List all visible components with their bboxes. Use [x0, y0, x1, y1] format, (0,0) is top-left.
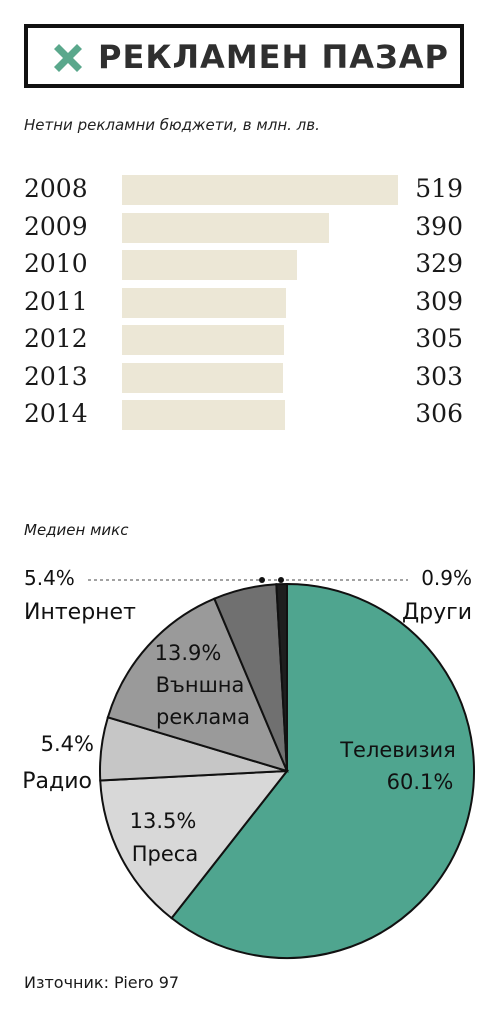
bar-value-label: 329: [415, 249, 463, 278]
pie-slice: [170, 582, 475, 959]
bar-category-label: 2013: [24, 361, 88, 391]
bar: [122, 250, 297, 280]
bar: [122, 325, 285, 355]
slice-value-label: 5.4%: [24, 566, 75, 590]
bar-row: 2013 303: [0, 359, 497, 395]
slice-name-label: Други: [402, 600, 472, 625]
bar: [122, 400, 285, 430]
slice-value-label: 5.4%: [41, 732, 94, 756]
bar-row: 2009 390: [0, 209, 497, 245]
bar-row: 2010 329: [0, 246, 497, 282]
slice-value-label: 60.1%: [387, 770, 454, 794]
bar: [122, 212, 330, 243]
bar-category-label: 2011: [24, 286, 88, 316]
slice-value-label: 0.9%: [421, 566, 472, 590]
bar-value-label: 305: [415, 324, 463, 353]
slice-name-label: Телевизия: [339, 738, 456, 762]
bar-row: 2011 309: [0, 284, 497, 320]
bar-row: 2014 306: [0, 396, 497, 432]
slice-value-label: 13.5%: [130, 809, 197, 833]
slice-name-label: Преса: [132, 842, 198, 866]
bar-row: 2008 519: [0, 171, 497, 207]
bar-category-label: 2010: [24, 249, 88, 278]
bar-category-label: 2012: [24, 324, 88, 353]
bar: [122, 362, 284, 393]
bar: [122, 287, 287, 318]
slice-name-label: Радио: [22, 769, 92, 794]
title-box: РЕКЛАМЕН ПАЗАР: [24, 24, 464, 88]
pie-slice: [106, 597, 289, 773]
source-note: Източник: Piero 97: [24, 973, 180, 992]
chart-subtitle: Нетни рекламни бюджети, в млн. лв.: [24, 116, 320, 134]
slice-name-label: Външна: [156, 673, 245, 697]
pie-slice: [275, 582, 288, 772]
slice-name-label: Интернет: [24, 600, 136, 625]
leader-dot: [278, 577, 284, 583]
bar: [122, 175, 398, 205]
bar-category-label: 2008: [24, 174, 88, 203]
bar-value-label: 303: [415, 361, 463, 391]
slice-value-label: 13.9%: [155, 641, 222, 665]
page-title: РЕКЛАМЕН ПАЗАР: [98, 38, 449, 76]
leader-dot: [259, 577, 265, 583]
media-mix-label: Медиен микс: [24, 521, 129, 539]
bar-value-label: 306: [415, 399, 463, 428]
bar-row: 2012 305: [0, 321, 497, 357]
bar-category-label: 2014: [24, 399, 88, 428]
x-icon: [54, 44, 82, 72]
bar-value-label: 309: [415, 286, 463, 316]
bar-value-label: 390: [415, 211, 463, 241]
pie-slice: [99, 769, 290, 920]
bar-category-label: 2009: [24, 211, 88, 241]
bar-value-label: 519: [415, 174, 463, 203]
slice-name-label: реклама: [156, 705, 250, 729]
